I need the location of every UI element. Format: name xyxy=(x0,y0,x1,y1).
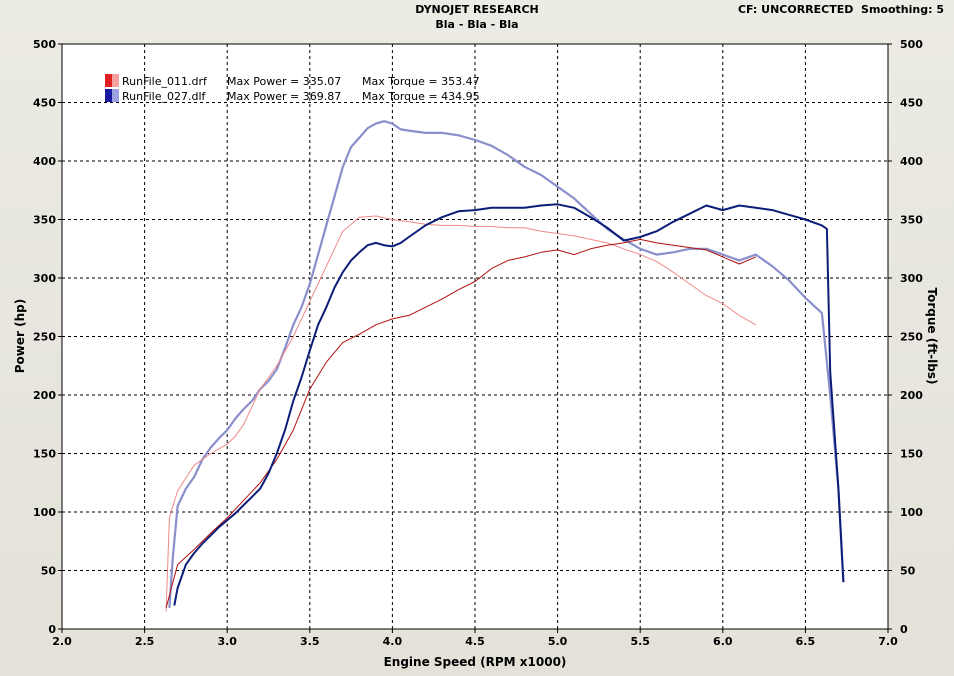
series-line-run1-power xyxy=(165,238,756,609)
y-tick-label-right: 400 xyxy=(900,155,923,168)
grid-lines xyxy=(62,44,888,629)
y-tick-label-right: 150 xyxy=(900,448,923,461)
legend: RunFile_011.drf Max Power = 335.07 Max T… xyxy=(105,74,480,103)
y-tick-label-right: 450 xyxy=(900,97,923,110)
y-tick-label-left: 150 xyxy=(33,448,56,461)
y-tick-label-left: 250 xyxy=(33,331,56,344)
x-tick-label: 3.5 xyxy=(300,635,320,648)
y-tick-label-right: 100 xyxy=(900,506,923,519)
y-tick-label-left: 200 xyxy=(33,389,56,402)
x-tick-label: 6.0 xyxy=(713,635,733,648)
legend-entry-run2: RunFile_027.dlf Max Power = 369.87 Max T… xyxy=(105,89,480,103)
y-tick-label-left: 300 xyxy=(33,272,56,285)
x-axis-ticks: 2.0 2.5 3.0 3.5 4.0 4.5 5.0 5.5 6.0 6.5 7.0 xyxy=(52,629,898,648)
x-tick-label: 5.5 xyxy=(630,635,650,648)
y-tick-label-right: 500 xyxy=(900,38,923,51)
legend-entry-run1: RunFile_011.drf Max Power = 335.07 Max T… xyxy=(105,74,480,88)
legend-swatch-run2-b xyxy=(112,89,119,102)
x-tick-label: 4.5 xyxy=(465,635,485,648)
x-tick-label: 2.5 xyxy=(135,635,155,648)
y-tick-label-right: 200 xyxy=(900,389,923,402)
y-tick-label-right: 0 xyxy=(900,623,908,636)
legend-run1-torque: Max Torque = 353.47 xyxy=(362,75,480,88)
x-tick-label: 5.0 xyxy=(548,635,568,648)
x-tick-label: 4.0 xyxy=(383,635,403,648)
y-tick-label-left: 500 xyxy=(33,38,56,51)
chart-title: DYNOJET RESEARCH xyxy=(415,3,539,16)
y-tick-label-left: 350 xyxy=(33,214,56,227)
y-axis-ticks: 0 0 50 50 100 100 150 150 200 200 250 250 300 300 350 3… xyxy=(33,38,923,636)
y-tick-label-right: 300 xyxy=(900,272,923,285)
legend-run1-power: Max Power = 335.07 xyxy=(227,75,341,88)
y-tick-label-left: 450 xyxy=(33,97,56,110)
y-tick-label-left: 400 xyxy=(33,155,56,168)
series-group xyxy=(165,120,845,612)
series-line-run2-power xyxy=(173,203,845,606)
legend-swatch-run1-b xyxy=(112,74,119,87)
y-tick-label-left: 50 xyxy=(41,565,57,578)
legend-swatch-run1-a xyxy=(105,74,112,87)
y-tick-label-right: 250 xyxy=(900,331,923,344)
legend-swatch-run2-a xyxy=(105,89,112,102)
legend-run1-file: RunFile_011.drf xyxy=(122,75,208,88)
legend-run2-power: Max Power = 369.87 xyxy=(227,90,341,103)
chart-subtitle: Bla - Bla - Bla xyxy=(435,18,519,31)
y-tick-label-right: 350 xyxy=(900,214,923,227)
legend-run2-torque: Max Torque = 434.95 xyxy=(362,90,480,103)
x-tick-label: 2.0 xyxy=(52,635,72,648)
x-axis-label: Engine Speed (RPM x1000) xyxy=(384,655,567,669)
y-tick-label-right: 50 xyxy=(900,565,916,578)
x-tick-label: 6.5 xyxy=(796,635,816,648)
y-tick-label-left: 0 xyxy=(48,623,56,636)
y-axis-label-left: Power (hp) xyxy=(13,299,27,373)
y-tick-label-left: 100 xyxy=(33,506,56,519)
legend-run2-file: RunFile_027.dlf xyxy=(122,90,207,103)
correction-info: CF: UNCORRECTED Smoothing: 5 xyxy=(737,3,944,16)
x-tick-label: 7.0 xyxy=(878,635,898,648)
series-line-run1-torque xyxy=(165,215,757,612)
y-axis-label-right: Torque (ft-lbs) xyxy=(925,288,939,385)
series-line-run2-torque xyxy=(168,120,845,608)
x-tick-label: 3.0 xyxy=(217,635,237,648)
